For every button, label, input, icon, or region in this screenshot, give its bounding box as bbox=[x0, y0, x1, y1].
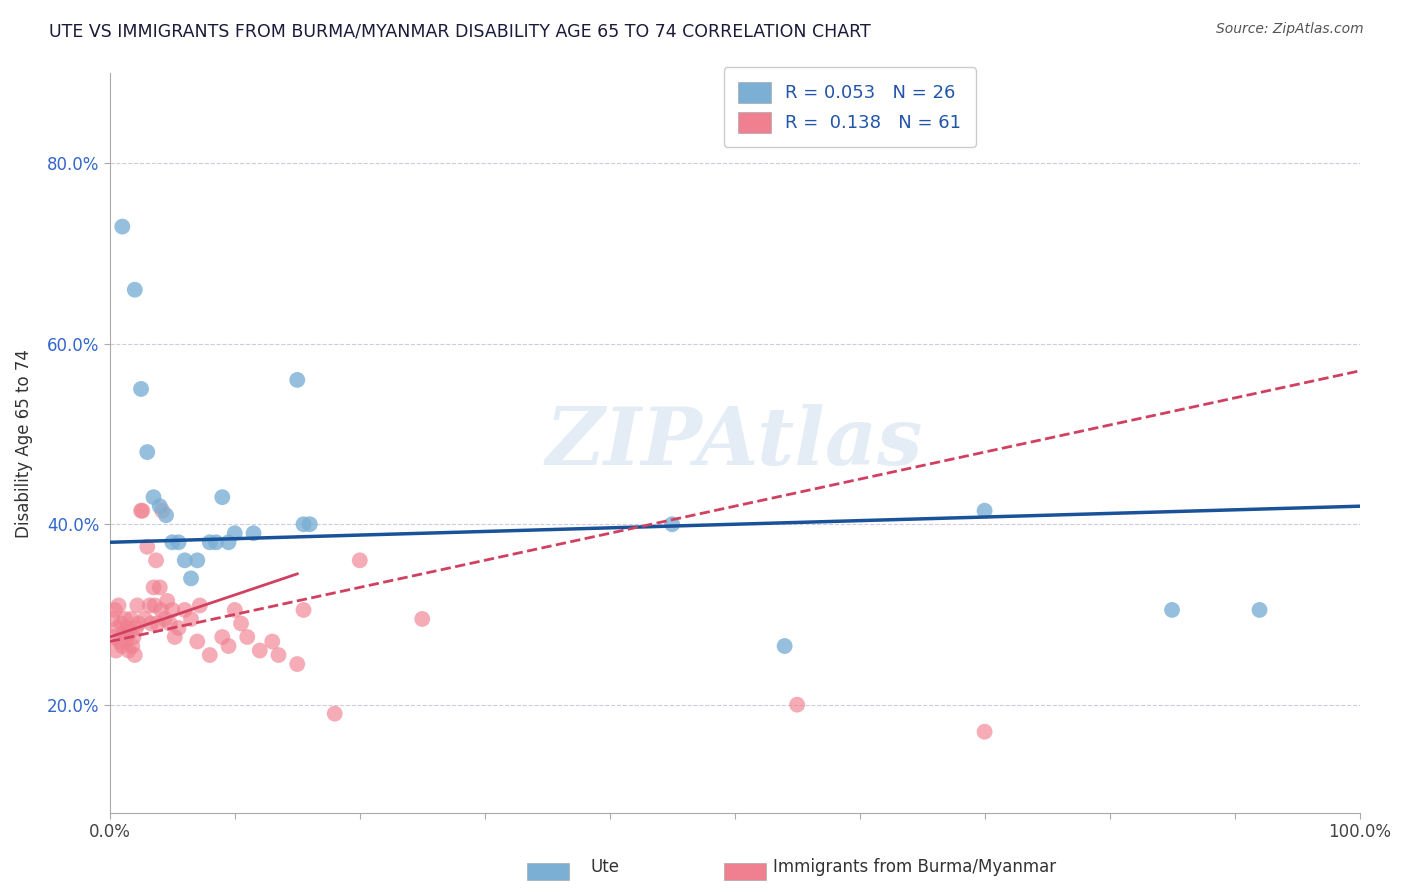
Point bbox=[139, 599, 162, 613]
Point bbox=[205, 535, 228, 549]
Point bbox=[104, 603, 127, 617]
Point bbox=[173, 553, 195, 567]
Point bbox=[188, 599, 211, 613]
Point bbox=[211, 630, 233, 644]
Point bbox=[118, 625, 141, 640]
Point bbox=[117, 643, 139, 657]
Point bbox=[139, 616, 162, 631]
Point bbox=[117, 621, 139, 635]
Point bbox=[173, 603, 195, 617]
Point bbox=[224, 603, 246, 617]
Point bbox=[167, 621, 190, 635]
Point bbox=[129, 504, 152, 518]
Point bbox=[224, 526, 246, 541]
Point bbox=[142, 581, 165, 595]
Point bbox=[786, 698, 808, 712]
Point bbox=[150, 603, 173, 617]
Point bbox=[115, 634, 138, 648]
Point bbox=[153, 612, 176, 626]
Point bbox=[110, 616, 132, 631]
Point bbox=[136, 540, 159, 554]
Point bbox=[349, 553, 371, 567]
Point bbox=[229, 616, 252, 631]
Point bbox=[142, 490, 165, 504]
Text: Source: ZipAtlas.com: Source: ZipAtlas.com bbox=[1216, 22, 1364, 37]
Point bbox=[150, 504, 173, 518]
Point bbox=[114, 612, 136, 626]
Point bbox=[134, 612, 156, 626]
Point bbox=[129, 382, 152, 396]
Point bbox=[218, 639, 240, 653]
Point bbox=[285, 373, 308, 387]
Point bbox=[111, 219, 134, 234]
Point bbox=[661, 517, 683, 532]
Point bbox=[122, 630, 145, 644]
Point bbox=[146, 616, 169, 631]
Point bbox=[127, 599, 149, 613]
Point bbox=[163, 630, 186, 644]
Point bbox=[125, 621, 148, 635]
Point bbox=[1249, 603, 1271, 617]
Point bbox=[285, 657, 308, 671]
Point bbox=[298, 517, 321, 532]
Point bbox=[323, 706, 346, 721]
Point bbox=[186, 553, 208, 567]
Point bbox=[143, 599, 166, 613]
Point bbox=[112, 625, 135, 640]
Point bbox=[149, 581, 172, 595]
Point bbox=[198, 648, 221, 662]
Point bbox=[242, 526, 264, 541]
Point bbox=[773, 639, 796, 653]
Point bbox=[131, 504, 153, 518]
Point bbox=[162, 603, 184, 617]
Point bbox=[162, 535, 184, 549]
Point bbox=[249, 643, 271, 657]
Point bbox=[292, 517, 315, 532]
Point bbox=[236, 630, 259, 644]
Point bbox=[120, 612, 142, 626]
Point bbox=[155, 508, 177, 523]
Point bbox=[107, 599, 129, 613]
Point bbox=[180, 571, 202, 585]
Point bbox=[156, 594, 179, 608]
Point bbox=[292, 603, 315, 617]
Point bbox=[262, 634, 284, 648]
Point bbox=[180, 612, 202, 626]
Point bbox=[159, 616, 181, 631]
Text: ZIPAtlas: ZIPAtlas bbox=[546, 404, 924, 482]
Point bbox=[145, 553, 167, 567]
Point bbox=[105, 643, 128, 657]
Point bbox=[973, 724, 995, 739]
Point bbox=[108, 634, 131, 648]
Point bbox=[103, 630, 125, 644]
Y-axis label: Disability Age 65 to 74: Disability Age 65 to 74 bbox=[15, 349, 32, 538]
Text: Immigrants from Burma/Myanmar: Immigrants from Burma/Myanmar bbox=[773, 858, 1056, 876]
Point bbox=[211, 490, 233, 504]
Point bbox=[124, 648, 146, 662]
Text: UTE VS IMMIGRANTS FROM BURMA/MYANMAR DISABILITY AGE 65 TO 74 CORRELATION CHART: UTE VS IMMIGRANTS FROM BURMA/MYANMAR DIS… bbox=[49, 22, 870, 40]
Point bbox=[101, 612, 124, 626]
Point bbox=[124, 283, 146, 297]
Point bbox=[105, 621, 128, 635]
Point bbox=[111, 639, 134, 653]
Point bbox=[1161, 603, 1184, 617]
Point bbox=[186, 634, 208, 648]
Point bbox=[198, 535, 221, 549]
Point bbox=[128, 616, 150, 631]
Point bbox=[267, 648, 290, 662]
Point bbox=[136, 445, 159, 459]
Point bbox=[411, 612, 433, 626]
Legend: R = 0.053   N = 26, R =  0.138   N = 61: R = 0.053 N = 26, R = 0.138 N = 61 bbox=[724, 68, 976, 147]
Text: Ute: Ute bbox=[591, 858, 620, 876]
Point bbox=[149, 499, 172, 513]
Point bbox=[973, 504, 995, 518]
Point bbox=[167, 535, 190, 549]
Point bbox=[121, 639, 143, 653]
Point bbox=[218, 535, 240, 549]
